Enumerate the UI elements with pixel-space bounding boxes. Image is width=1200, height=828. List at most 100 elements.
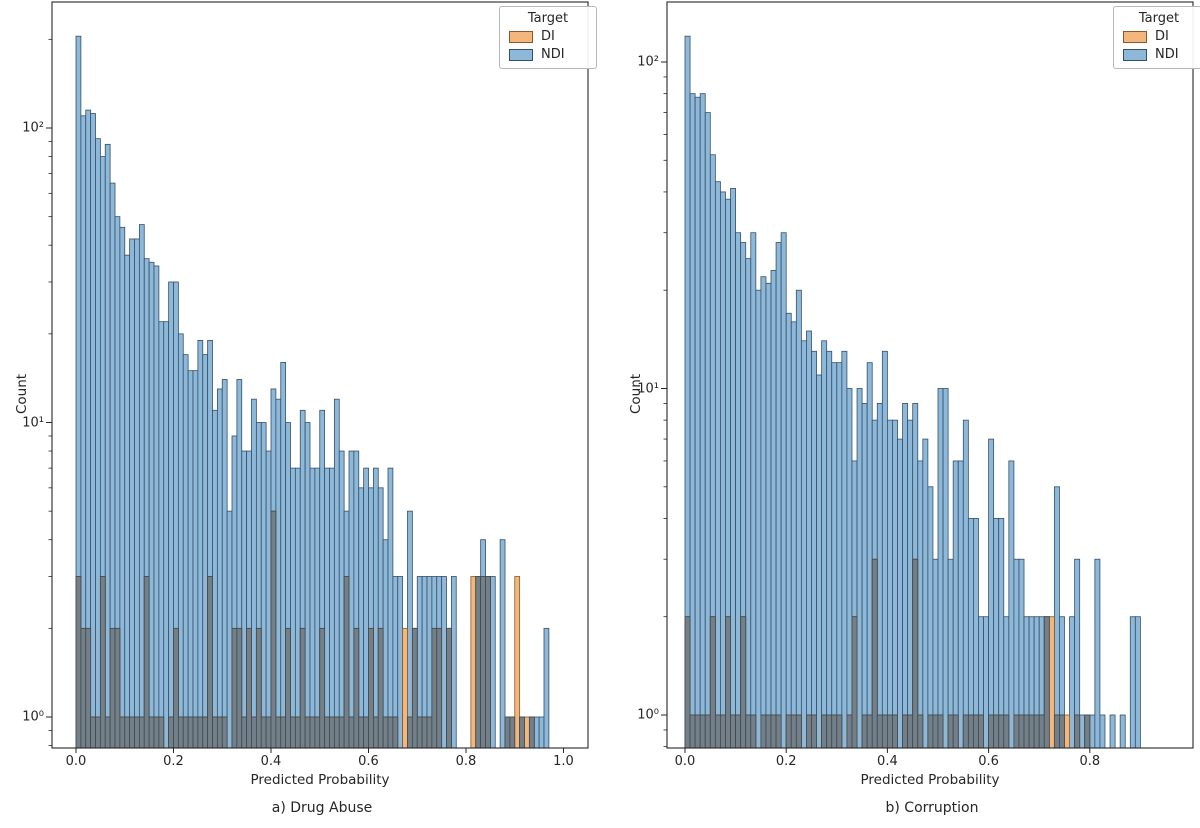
histogram-bar	[441, 576, 447, 749]
histogram-bar	[714, 181, 721, 749]
histogram-bar	[231, 627, 238, 749]
histogram-bar	[255, 627, 262, 749]
histogram-bar	[168, 716, 174, 749]
histogram-bar	[280, 361, 287, 749]
histogram-bar	[304, 422, 311, 749]
histogram-bar	[699, 714, 706, 749]
histogram-bar	[299, 627, 306, 749]
histogram-bar	[846, 388, 853, 749]
histogram-bar	[775, 242, 782, 749]
histogram-bar	[861, 403, 868, 749]
histogram-bar	[382, 716, 389, 749]
legend-item-di: DI	[1123, 29, 1195, 44]
histogram-bar	[881, 350, 888, 749]
x-axis-label-left: Predicted Probability	[250, 772, 390, 788]
histogram-bar	[163, 321, 170, 749]
histogram-bar	[265, 450, 272, 749]
histogram-bar	[947, 714, 954, 749]
histogram-bar	[871, 558, 878, 749]
x-tick-label: 0.0	[674, 754, 696, 769]
histogram-bar	[689, 93, 696, 749]
histogram-bar	[187, 716, 194, 749]
histogram-bar	[221, 716, 228, 749]
histogram-bar	[241, 450, 248, 749]
histogram-bar	[765, 282, 772, 749]
y-tick-label: 10⁰	[637, 707, 659, 723]
panel-a-drug-abuse	[46, 1, 589, 753]
histogram-bar	[109, 627, 116, 749]
histogram-bar	[543, 627, 550, 749]
histogram-bar	[519, 716, 525, 749]
histogram-bar	[104, 716, 111, 749]
histogram-bar	[1084, 714, 1091, 749]
histogram-bar	[485, 576, 491, 749]
histogram-bar	[524, 716, 530, 749]
x-tick-label: 0.2	[163, 754, 184, 769]
histogram-bar	[841, 350, 848, 749]
histogram-bar	[1043, 616, 1050, 749]
histogram-bar	[343, 576, 350, 749]
legend-item-di: DI	[509, 29, 587, 44]
y-tick-label: 10¹	[22, 415, 44, 430]
histogram-bar	[917, 460, 924, 749]
histogram-bar	[720, 714, 726, 749]
histogram-bar	[750, 714, 757, 749]
histogram-bar	[207, 576, 213, 749]
histogram-bar	[153, 716, 160, 749]
histogram-bar	[1038, 714, 1045, 749]
histogram-bar	[962, 419, 969, 749]
histogram-bar	[816, 374, 823, 749]
histogram-bar	[1048, 616, 1055, 749]
histogram-bar	[998, 714, 1005, 749]
histogram-bar	[528, 716, 535, 749]
histogram-bar	[790, 321, 797, 749]
histogram-bar	[694, 96, 701, 749]
histogram-bar	[785, 312, 792, 749]
histogram-bar	[704, 714, 711, 749]
histogram-bar	[348, 450, 355, 749]
histogram-bar	[177, 716, 184, 749]
histogram-bar	[470, 576, 477, 749]
histogram-bar	[450, 576, 457, 749]
histogram-bar	[1059, 714, 1065, 749]
histogram-bar	[134, 716, 140, 749]
histogram-bar	[114, 627, 121, 749]
axes-box	[51, 1, 589, 749]
histogram-bar	[937, 714, 944, 749]
x-tick-label: 0.8	[455, 754, 477, 769]
histogram-bar	[192, 370, 199, 749]
histogram-bar	[720, 191, 726, 749]
histogram-bar	[836, 714, 843, 749]
legend-item-ndi: NDI	[509, 47, 587, 62]
histogram-bar	[973, 518, 979, 749]
histogram-bar	[1053, 714, 1060, 749]
histogram-bar	[745, 714, 752, 749]
histogram-bar	[735, 232, 742, 749]
histogram-bar	[993, 714, 1000, 749]
x-tick-label: 0.0	[65, 754, 87, 769]
histogram-bar	[538, 716, 545, 749]
histogram-bar	[489, 576, 496, 749]
histogram-bar	[942, 388, 949, 749]
histogram-bar	[324, 716, 330, 749]
histogram-bar	[998, 518, 1005, 749]
histogram-bar	[270, 510, 277, 749]
histogram-bar	[952, 714, 959, 749]
histogram-bar	[750, 232, 757, 749]
di-color-swatch	[1123, 30, 1147, 43]
histogram-bar	[907, 714, 914, 749]
histogram-bar	[158, 716, 165, 749]
histogram-bar	[795, 714, 802, 749]
histogram-bar	[104, 143, 111, 749]
histogram-bar	[932, 714, 939, 749]
histogram-bar	[973, 714, 979, 749]
histogram-bar	[709, 616, 716, 749]
histogram-bar	[124, 716, 131, 749]
legend-left: Target DI NDI	[499, 6, 597, 69]
histogram-bar	[251, 398, 257, 749]
histogram-bar	[338, 450, 345, 749]
histogram-bar	[221, 379, 228, 749]
histogram-bar	[95, 716, 101, 749]
histogram-bar	[202, 716, 209, 749]
histogram-bar	[246, 627, 252, 749]
